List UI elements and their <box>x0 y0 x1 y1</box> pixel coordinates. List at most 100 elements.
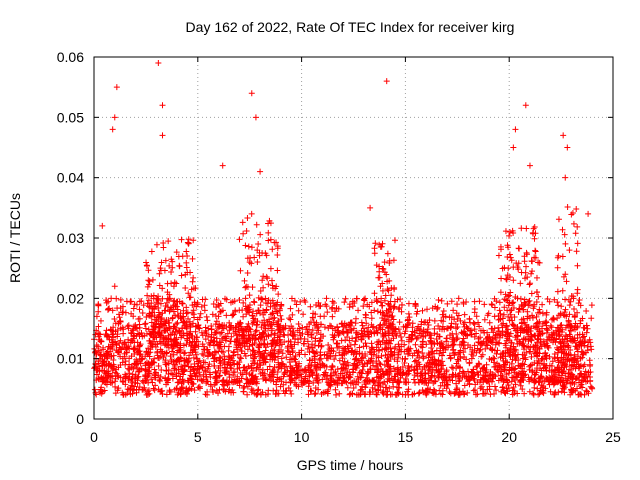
data-point <box>579 384 586 391</box>
data-point <box>178 272 185 279</box>
data-point <box>373 391 380 398</box>
data-point <box>253 327 260 334</box>
data-point <box>161 307 168 314</box>
data-point <box>504 388 511 395</box>
data-point <box>396 347 403 354</box>
data-point <box>565 317 572 324</box>
data-point <box>255 349 262 356</box>
data-point <box>573 206 580 213</box>
data-point <box>438 297 445 304</box>
data-point <box>276 342 283 349</box>
data-point <box>178 236 185 243</box>
data-point <box>379 389 386 396</box>
data-point <box>553 336 560 343</box>
data-point <box>433 336 440 343</box>
data-point <box>255 241 262 248</box>
data-point <box>561 362 568 369</box>
data-point <box>468 373 475 380</box>
data-point <box>164 376 171 383</box>
data-point <box>304 338 311 345</box>
data-point <box>381 379 388 386</box>
data-point <box>510 144 517 151</box>
data-point <box>359 330 366 337</box>
data-point <box>399 391 406 398</box>
data-point <box>359 322 366 329</box>
data-point <box>161 328 168 335</box>
data-point <box>142 373 149 380</box>
data-point <box>349 366 356 373</box>
data-point <box>386 385 393 392</box>
data-point <box>229 312 236 319</box>
data-point <box>125 336 132 343</box>
data-point <box>403 379 410 386</box>
data-point <box>108 336 115 343</box>
data-point <box>537 340 544 347</box>
data-point <box>299 324 306 331</box>
data-point <box>130 326 137 333</box>
data-point <box>528 353 535 360</box>
data-point <box>335 343 342 350</box>
data-point <box>340 377 347 384</box>
data-point <box>120 326 127 333</box>
data-point <box>171 279 178 286</box>
data-point <box>153 241 160 248</box>
data-point <box>358 370 365 377</box>
data-point <box>226 362 233 369</box>
data-point <box>475 360 482 367</box>
data-point <box>526 281 533 288</box>
data-point <box>177 310 184 317</box>
data-point <box>349 379 356 386</box>
data-point <box>142 320 149 327</box>
data-point <box>261 317 268 324</box>
data-point <box>386 277 393 284</box>
data-point <box>112 375 119 382</box>
data-point <box>338 320 345 327</box>
data-point <box>376 322 383 329</box>
data-point <box>440 307 447 314</box>
data-point <box>128 375 135 382</box>
data-point <box>195 343 202 350</box>
data-point <box>199 378 206 385</box>
data-point <box>477 385 484 392</box>
data-point <box>576 331 583 338</box>
data-point <box>175 366 182 373</box>
data-point <box>476 361 483 368</box>
data-point <box>369 324 376 331</box>
data-point <box>427 377 434 384</box>
data-point <box>505 326 512 333</box>
data-point <box>268 351 275 358</box>
y-axis-label: ROTI / TECUs <box>7 193 23 283</box>
data-point <box>264 341 271 348</box>
data-point <box>360 343 367 350</box>
data-point <box>168 342 175 349</box>
data-point <box>294 367 301 374</box>
data-point <box>359 366 366 373</box>
data-point <box>97 351 104 358</box>
data-point <box>433 347 440 354</box>
data-point <box>190 354 197 361</box>
data-point <box>558 303 565 310</box>
data-point <box>531 377 538 384</box>
data-point <box>150 323 157 330</box>
data-point <box>448 298 455 305</box>
data-point <box>339 355 346 362</box>
data-point <box>482 373 489 380</box>
data-point <box>378 302 385 309</box>
data-point <box>580 363 587 370</box>
data-point <box>207 374 214 381</box>
data-point <box>312 365 319 372</box>
data-point <box>504 347 511 354</box>
data-point <box>504 307 511 314</box>
data-point <box>481 301 488 308</box>
data-point <box>146 330 153 337</box>
data-point <box>419 344 426 351</box>
data-point <box>398 333 405 340</box>
data-point <box>581 333 588 340</box>
data-point <box>360 296 367 303</box>
data-point <box>278 375 285 382</box>
data-point <box>144 300 151 307</box>
data-point <box>108 327 115 334</box>
data-point <box>211 363 218 370</box>
data-point <box>202 324 209 331</box>
data-point <box>356 369 363 376</box>
